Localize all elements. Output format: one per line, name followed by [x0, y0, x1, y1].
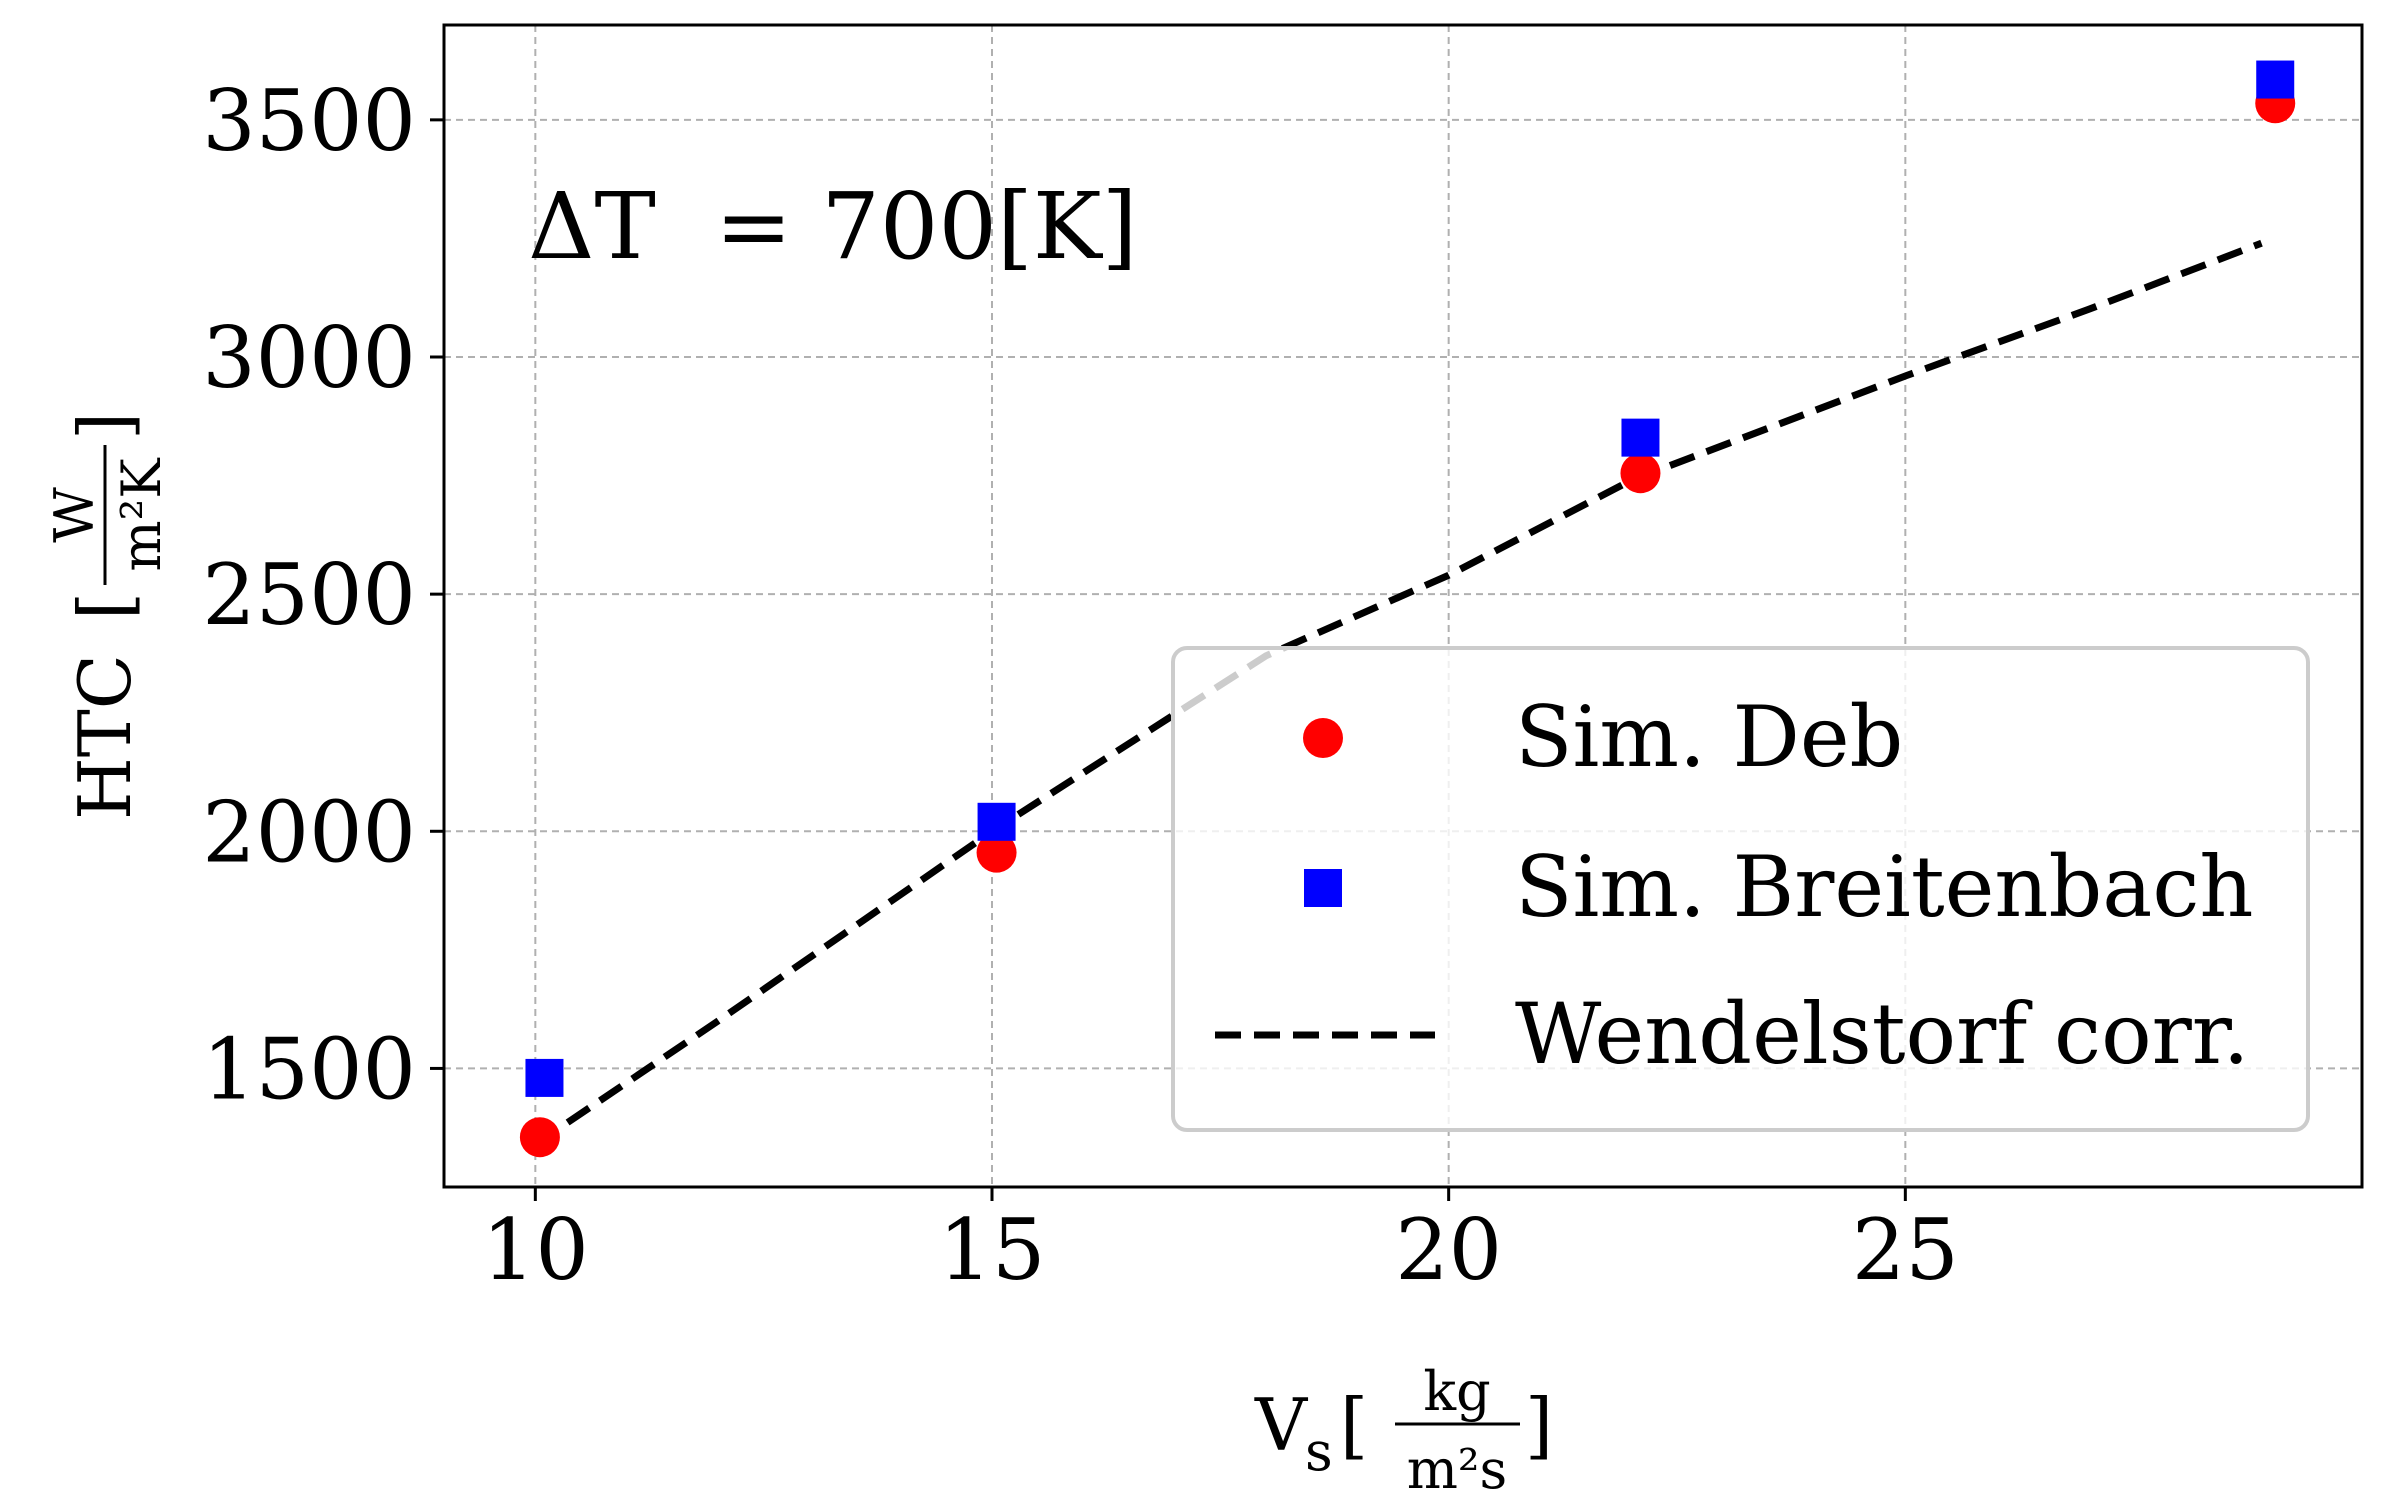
y-tick-label: 3500 [202, 72, 416, 170]
x-tick-label: 10 [482, 1201, 589, 1299]
x-tick-label: 25 [1852, 1201, 1959, 1299]
x-tick-label: 20 [1395, 1201, 1502, 1299]
y-axis-label-close-bracket: ] [63, 412, 147, 440]
y-tick-label: 3000 [202, 309, 416, 407]
sim-deb-point [976, 832, 1017, 873]
annotation-value: = 700[K] [715, 173, 1137, 280]
y-axis-label-base: HTC [63, 654, 147, 820]
annotation-delta: ΔT [528, 173, 656, 280]
y-axis-label-open-bracket: [ [63, 592, 147, 620]
sim-breitenbach-point [977, 802, 1016, 841]
y-tick-label: 1500 [202, 1020, 416, 1118]
x-axis-label-den: m²s [1407, 1438, 1508, 1501]
y-axis-label-den: m²K [110, 457, 173, 572]
legend-marker-deb [1303, 718, 1343, 758]
ticks: 10 15 20 25 1500 2000 2500 3000 3500 [202, 72, 1959, 1299]
legend-marker-breitenbach [1304, 869, 1342, 907]
wendelstorf-corr-line [533, 239, 2263, 1148]
legend-label: Sim. Breitenbach [1515, 838, 2254, 936]
x-axis-label-num: kg [1423, 1360, 1490, 1423]
series-layer [519, 60, 2296, 1158]
y-tick-label: 2500 [202, 546, 416, 644]
x-axis-label-base: V [1254, 1383, 1309, 1467]
annotation: ΔT = 700[K] [528, 173, 1138, 280]
legend: Sim. Deb Sim. Breitenbach Wendelstorf corr… [1171, 646, 2310, 1132]
sim-deb-point [1620, 453, 1661, 494]
y-tick-label: 2000 [202, 783, 416, 881]
x-axis-label: V s [ kg m²s ] [1254, 1360, 1553, 1501]
x-axis-label-sub: s [1305, 1420, 1333, 1483]
legend-label: Sim. Deb [1515, 688, 1903, 786]
x-tick-label: 15 [939, 1201, 1046, 1299]
legend-label: Wendelstorf corr. [1515, 985, 2249, 1083]
legend-box [1171, 646, 2310, 1132]
y-axis-label-num: W [43, 487, 106, 543]
sim-deb-point [519, 1117, 560, 1158]
sim-breitenbach-point [1621, 418, 1660, 457]
x-axis-label-close-bracket: ] [1525, 1383, 1553, 1467]
plot-frame [442, 23, 2364, 1189]
sim-breitenbach-point [2256, 60, 2295, 99]
x-axis-label-open-bracket: [ [1340, 1383, 1368, 1467]
y-axis-label: HTC [ W m²K ] [43, 412, 173, 820]
sim-breitenbach-point [525, 1058, 564, 1097]
